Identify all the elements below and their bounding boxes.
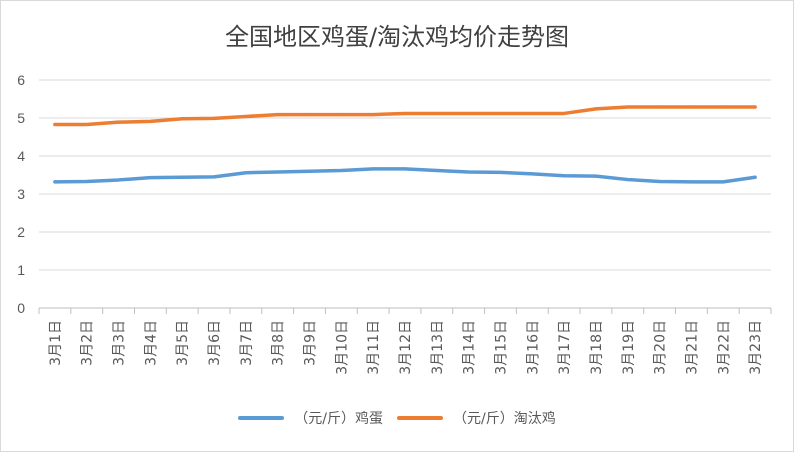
legend-swatch-egg [238, 416, 285, 420]
data-point [53, 180, 57, 184]
data-point [594, 174, 598, 178]
data-point [307, 112, 312, 117]
x-tick-label: 3月17日 [557, 320, 573, 375]
data-point [626, 105, 630, 109]
x-tick-label: 3月20日 [653, 320, 669, 375]
data-point [658, 105, 662, 109]
legend-label-culled-hen: （元/斤）淘汰鸡 [453, 411, 556, 427]
x-tick-label: 3月22日 [716, 320, 732, 375]
data-point [467, 111, 471, 116]
x-tick-label: 3月21日 [684, 320, 700, 375]
data-point [244, 171, 248, 175]
data-point [721, 180, 725, 184]
data-point [116, 120, 121, 124]
y-tick-label: 1 [17, 262, 25, 278]
data-point [435, 111, 439, 116]
x-tick-label: 3月13日 [430, 320, 446, 375]
data-point [403, 111, 407, 116]
x-tick-label: 3月10日 [334, 320, 350, 375]
x-tick-label: 3月14日 [462, 320, 478, 375]
data-point [371, 112, 375, 117]
data-point [689, 180, 694, 184]
x-tick-label: 3月2日 [80, 320, 96, 366]
data-point [307, 169, 312, 173]
x-tick-label: 3月1日 [48, 320, 64, 366]
data-point [276, 170, 280, 174]
x-tick-label: 3月3日 [112, 320, 128, 366]
x-tick-label: 3月11日 [366, 320, 382, 375]
data-point [467, 170, 471, 174]
data-point [562, 174, 566, 178]
data-point [244, 114, 248, 119]
x-tick-label: 3月19日 [621, 320, 637, 375]
data-point [721, 105, 725, 109]
x-tick-label: 3月16日 [525, 320, 541, 375]
y-tick-label: 5 [17, 110, 25, 126]
data-point [530, 172, 534, 176]
data-point [403, 167, 407, 171]
data-point [530, 111, 534, 116]
data-point [562, 111, 566, 116]
series-line-1 [53, 105, 757, 127]
data-point [339, 168, 343, 173]
data-point [689, 105, 694, 109]
x-tick-label: 3月15日 [493, 320, 509, 375]
data-point [85, 179, 89, 184]
data-point [753, 175, 757, 179]
x-tick-label: 3月12日 [398, 320, 414, 375]
data-point [53, 122, 57, 127]
y-tick-label: 3 [17, 186, 25, 202]
x-tick-label: 3月18日 [589, 320, 605, 375]
data-point [212, 116, 216, 120]
x-tick-label: 3月5日 [175, 320, 191, 366]
x-tick-label: 3月6日 [207, 320, 223, 366]
data-point [435, 168, 439, 173]
data-point [594, 107, 598, 111]
legend-item-culled-hen: （元/斤）淘汰鸡 [397, 408, 556, 428]
data-point [753, 105, 757, 109]
chart-title: 全国地区鸡蛋/淘汰鸡均价走势图 [224, 23, 570, 51]
data-point [148, 176, 152, 180]
x-tick-label: 3月4日 [143, 320, 159, 366]
x-tick-label: 3月7日 [239, 320, 255, 366]
y-tick-label: 4 [17, 148, 25, 164]
x-tick-label: 3月23日 [748, 320, 764, 375]
y-tick-label: 0 [17, 300, 25, 316]
data-point [658, 179, 662, 184]
x-tick-label: 3月8日 [271, 320, 287, 366]
data-point [180, 117, 184, 121]
legend-item-egg: （元/斤）鸡蛋 [238, 408, 383, 428]
legend-swatch-culled-hen [397, 416, 443, 420]
data-point [498, 111, 503, 116]
legend-label-egg: （元/斤）鸡蛋 [294, 411, 383, 427]
data-point [276, 112, 280, 117]
x-tick-label: 3月9日 [303, 320, 319, 366]
data-point [626, 177, 630, 182]
data-point [116, 178, 121, 182]
data-point [371, 167, 375, 171]
data-point [85, 122, 89, 127]
data-point [148, 119, 152, 124]
series-line-0 [53, 167, 757, 184]
y-tick-label: 2 [17, 224, 25, 240]
line-chart: 0 1 2 3 4 5 6 3月1日 3月2日 3月3日 3月4日 3月5日 3月6日 3月7日 3月8日 3… [17, 72, 772, 375]
data-point [339, 112, 343, 117]
y-tick-label: 6 [17, 72, 25, 88]
data-point [212, 175, 216, 179]
data-point [180, 175, 184, 179]
legend: （元/斤）鸡蛋 （元/斤）淘汰鸡 [1, 408, 793, 428]
data-point [498, 170, 503, 174]
